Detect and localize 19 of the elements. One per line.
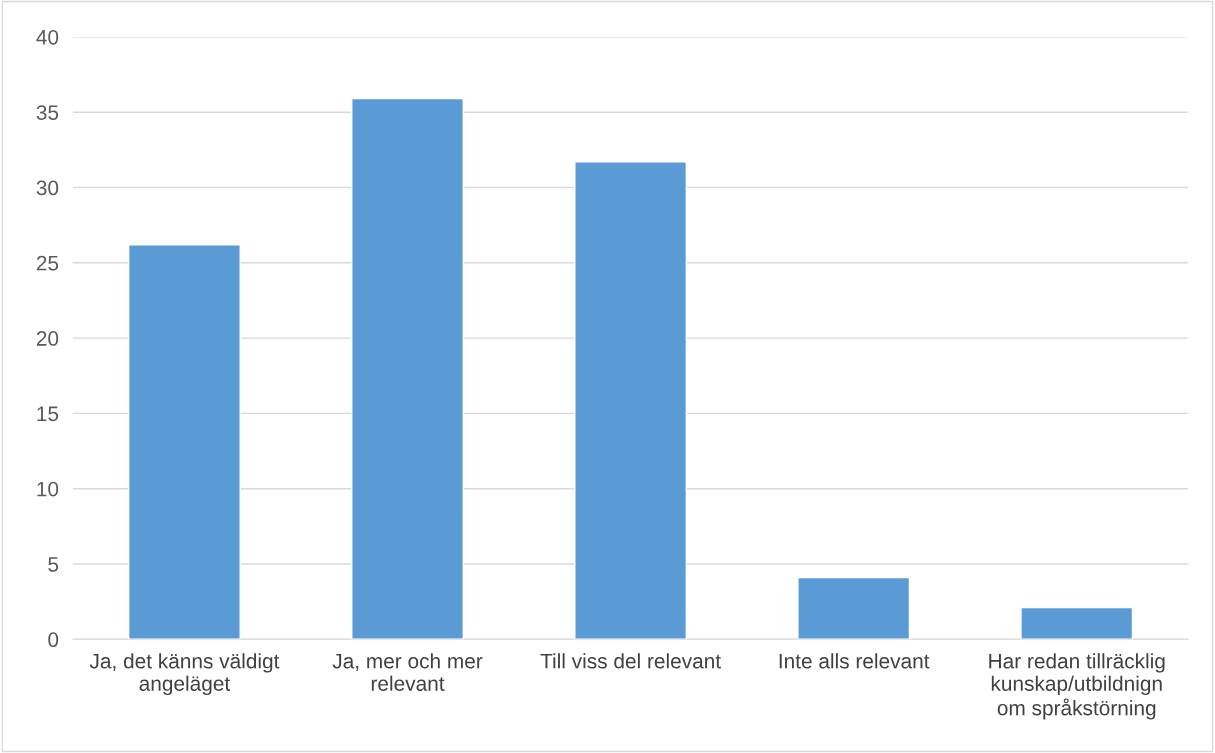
y-tick-label: 0: [48, 632, 59, 648]
bar: [1020, 606, 1134, 640]
y-tick-label: 15: [37, 406, 59, 422]
y-tick-label: 25: [36, 255, 59, 271]
x-tick-label: Till viss del relevant: [540, 653, 721, 669]
y-tick-label: 5: [48, 557, 59, 572]
bar: [127, 244, 241, 640]
x-tick-label: Ja, det känns väldigt angeläget: [89, 653, 280, 696]
y-tick-label: 10: [37, 481, 59, 497]
bar: [574, 161, 688, 640]
bar: [797, 576, 911, 640]
x-tick-label: Inte alls relevant: [779, 653, 930, 669]
y-tick-label: 20: [36, 331, 59, 346]
x-tick-label: Ja, mer och mer relevant: [332, 653, 483, 691]
bar: [351, 97, 464, 640]
y-tick-label: 40: [36, 29, 59, 45]
y-tick-label: 35: [36, 105, 59, 120]
x-tick-label: Har redan tillräcklig kunskap/utbildnign om språkstörning: [989, 653, 1165, 720]
y-tick-label: 30: [36, 180, 59, 196]
